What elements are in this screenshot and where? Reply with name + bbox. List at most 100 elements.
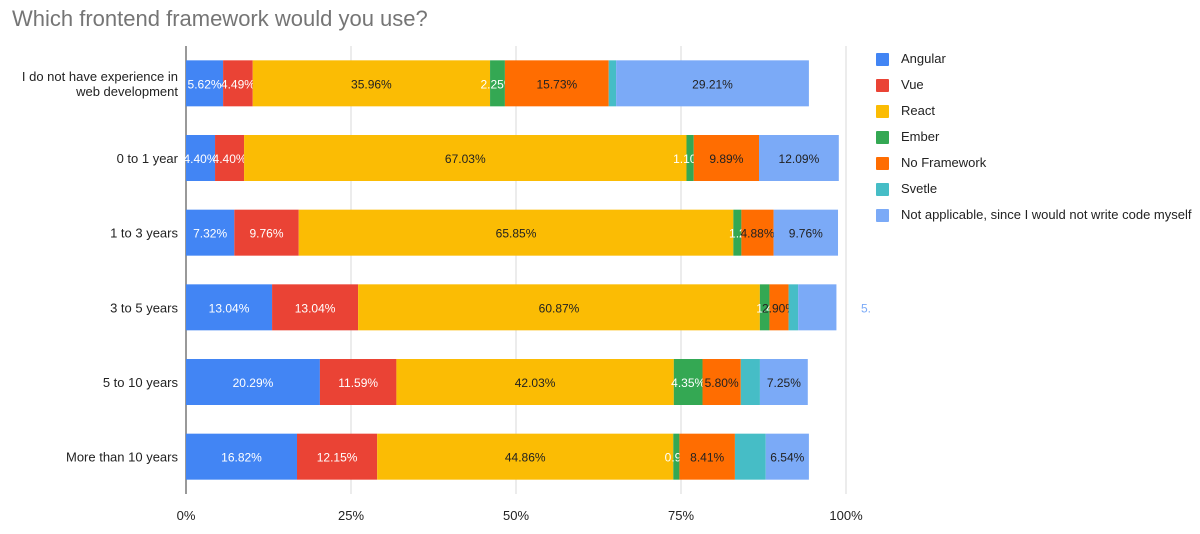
bar-segment [702, 359, 741, 405]
bar-segment [186, 359, 320, 405]
category-label: I do not have experience in [22, 69, 178, 84]
data-label: 29.21% [692, 77, 733, 91]
bar-segment [186, 284, 273, 331]
bar-segment [234, 209, 299, 256]
data-label: 65.85% [496, 227, 537, 241]
data-label: 13.04% [209, 301, 250, 315]
data-label: 42.03% [515, 376, 556, 390]
data-label: 8.41% [690, 451, 724, 465]
bar-segment [759, 359, 808, 405]
x-tick-label: 100% [829, 508, 863, 523]
data-label: 9.76% [789, 227, 823, 241]
data-label: 4.40% [184, 152, 218, 166]
chart-title: Which frontend framework would you use? [12, 6, 428, 31]
legend-swatch [876, 79, 889, 92]
bar-segment [788, 284, 799, 331]
bar-segment [759, 284, 770, 331]
legend-item: Angular [876, 50, 1196, 76]
legend-item: React [876, 102, 1196, 128]
legend-label: Svetle [901, 181, 938, 196]
bar-segment [298, 209, 734, 256]
legend-swatch [876, 53, 889, 66]
x-tick-label: 50% [503, 508, 529, 523]
data-label: 20.29% [233, 376, 274, 390]
bar-segment [608, 60, 617, 107]
bar-segment [733, 209, 742, 256]
legend-item: No Framework [876, 154, 1196, 180]
legend-swatch [876, 157, 889, 170]
bar-segment [741, 209, 774, 256]
bar-segment [798, 284, 837, 331]
legend-label: Vue [901, 77, 924, 92]
data-label: 5.80% [705, 376, 739, 390]
bar-segment [765, 433, 809, 480]
bar-segment [186, 209, 235, 256]
bar-segment [673, 433, 680, 480]
legend-swatch [876, 183, 889, 196]
bar-segment [377, 433, 674, 480]
bar-segment [686, 135, 694, 181]
data-label: 7.25% [767, 376, 801, 390]
data-label: 15.73% [536, 77, 577, 91]
bar-segment [358, 284, 760, 331]
bar-segment [186, 135, 216, 181]
data-label: 16.82% [221, 451, 262, 465]
data-label: 6.54% [770, 451, 804, 465]
bar-segment [396, 359, 674, 405]
bar-segment [186, 60, 224, 107]
legend-label: Ember [901, 129, 940, 144]
legend-item: Ember [876, 128, 1196, 154]
legend-label: React [901, 103, 935, 118]
category-label: 0 to 1 year [117, 151, 179, 166]
bar-segment [673, 359, 703, 405]
data-label: 4.35% [671, 376, 705, 390]
bar-segment [740, 359, 760, 405]
x-tick-label: 0% [177, 508, 196, 523]
legend-label: Angular [901, 51, 946, 66]
legend-label: Not applicable, since I would not write … [901, 207, 1192, 222]
data-label: 44.86% [505, 451, 546, 465]
data-label: 4.88% [740, 227, 774, 241]
x-tick-label: 25% [338, 508, 364, 523]
bar-segment [734, 433, 766, 480]
data-label: 67.03% [445, 152, 486, 166]
data-label: 12.09% [779, 152, 820, 166]
bar-segment [215, 135, 245, 181]
bar-segment [773, 209, 839, 256]
data-label: 5.62% [188, 77, 222, 91]
data-label: 7.32% [193, 227, 227, 241]
bar-segment [244, 135, 687, 181]
legend: Angular Vue React Ember No Framework Svetle No… [876, 50, 1196, 232]
legend-item: Svetle [876, 180, 1196, 206]
bar-segment [297, 433, 378, 480]
category-label: 5 to 10 years [103, 375, 179, 390]
bar-segment [272, 284, 359, 331]
bar-segment [693, 135, 760, 181]
bar-segment [759, 135, 839, 181]
data-label: 4.49% [221, 77, 255, 91]
category-label: 3 to 5 years [110, 300, 178, 315]
category-label: web development [75, 84, 178, 99]
data-label: 1.4 [756, 301, 773, 315]
legend-item: Not applicable, since I would not write … [876, 206, 1196, 232]
data-label: 60.87% [539, 301, 580, 315]
bar-segment [252, 60, 491, 107]
bar-segment [504, 60, 609, 107]
x-tick-label: 75% [668, 508, 694, 523]
stacked-bar-chart: 0% 25% 50% 75% 100% I do not have experience … [22, 46, 870, 523]
legend-swatch [876, 105, 889, 118]
bar-segment [490, 60, 505, 107]
data-label: 12.15% [317, 451, 358, 465]
bar-segment [319, 359, 397, 405]
data-label: 13.04% [295, 301, 336, 315]
bar-segment [223, 60, 253, 107]
bar-segment [186, 433, 298, 480]
category-label: More than 10 years [66, 450, 179, 465]
data-label: 5.80% [861, 301, 870, 315]
legend-item: Vue [876, 76, 1196, 102]
data-label: 2.90% [762, 301, 796, 315]
category-label: 1 to 3 years [110, 226, 178, 241]
data-label: 11.59% [338, 376, 378, 390]
data-label: 35.96% [351, 77, 392, 91]
data-label: 4.40% [213, 152, 247, 166]
